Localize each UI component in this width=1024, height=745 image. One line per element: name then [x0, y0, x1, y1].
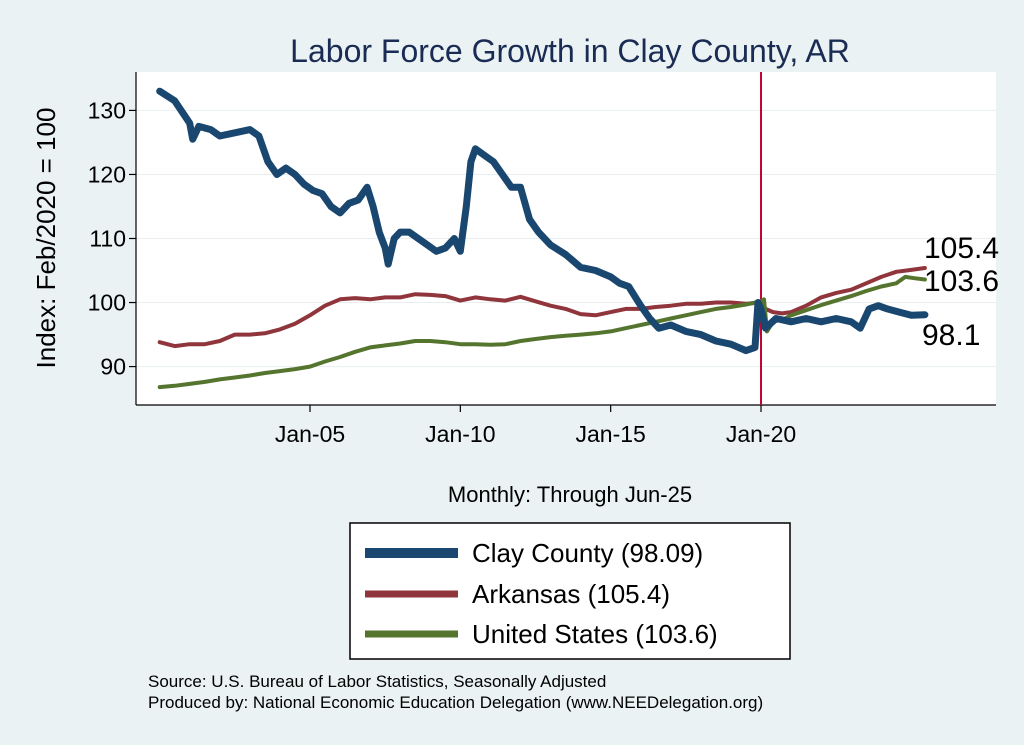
series-line-united-states — [157, 274, 927, 390]
end-label-arkansas: 105.4 — [924, 232, 999, 265]
x-tick-label-Jan-15: Jan-15 — [576, 421, 646, 447]
x-tick-label-Jan-10: Jan-10 — [425, 421, 495, 447]
x-axis-label: Monthly: Through Jun-25 — [448, 482, 692, 507]
legend-label-arkansas: Arkansas (105.4) — [472, 579, 670, 609]
y-tick-label-100: 100 — [88, 290, 126, 316]
legend-label-united-states: United States (103.6) — [472, 619, 718, 649]
x-tick-label-Jan-20: Jan-20 — [726, 421, 796, 447]
end-label-united-states: 103.6 — [924, 265, 999, 298]
y-tick-label-130: 130 — [88, 97, 126, 123]
end-label-clay-county: 98.1 — [922, 319, 980, 352]
series-line-arkansas — [157, 266, 927, 349]
source-note: Source: U.S. Bureau of Labor Statistics,… — [148, 672, 607, 691]
y-tick-label-120: 120 — [88, 161, 126, 187]
y-tick-label-90: 90 — [100, 354, 126, 380]
chart-title: Labor Force Growth in Clay County, AR — [290, 33, 850, 69]
x-tick-label-Jan-05: Jan-05 — [275, 421, 345, 447]
y-axis-label: Index: Feb/2020 = 100 — [31, 108, 61, 369]
y-tick-label-110: 110 — [89, 226, 126, 252]
series-line-clay-county — [156, 87, 929, 355]
legend-label-clay-county: Clay County (98.09) — [472, 538, 703, 568]
produced-by-note: Produced by: National Economic Education… — [148, 693, 764, 712]
